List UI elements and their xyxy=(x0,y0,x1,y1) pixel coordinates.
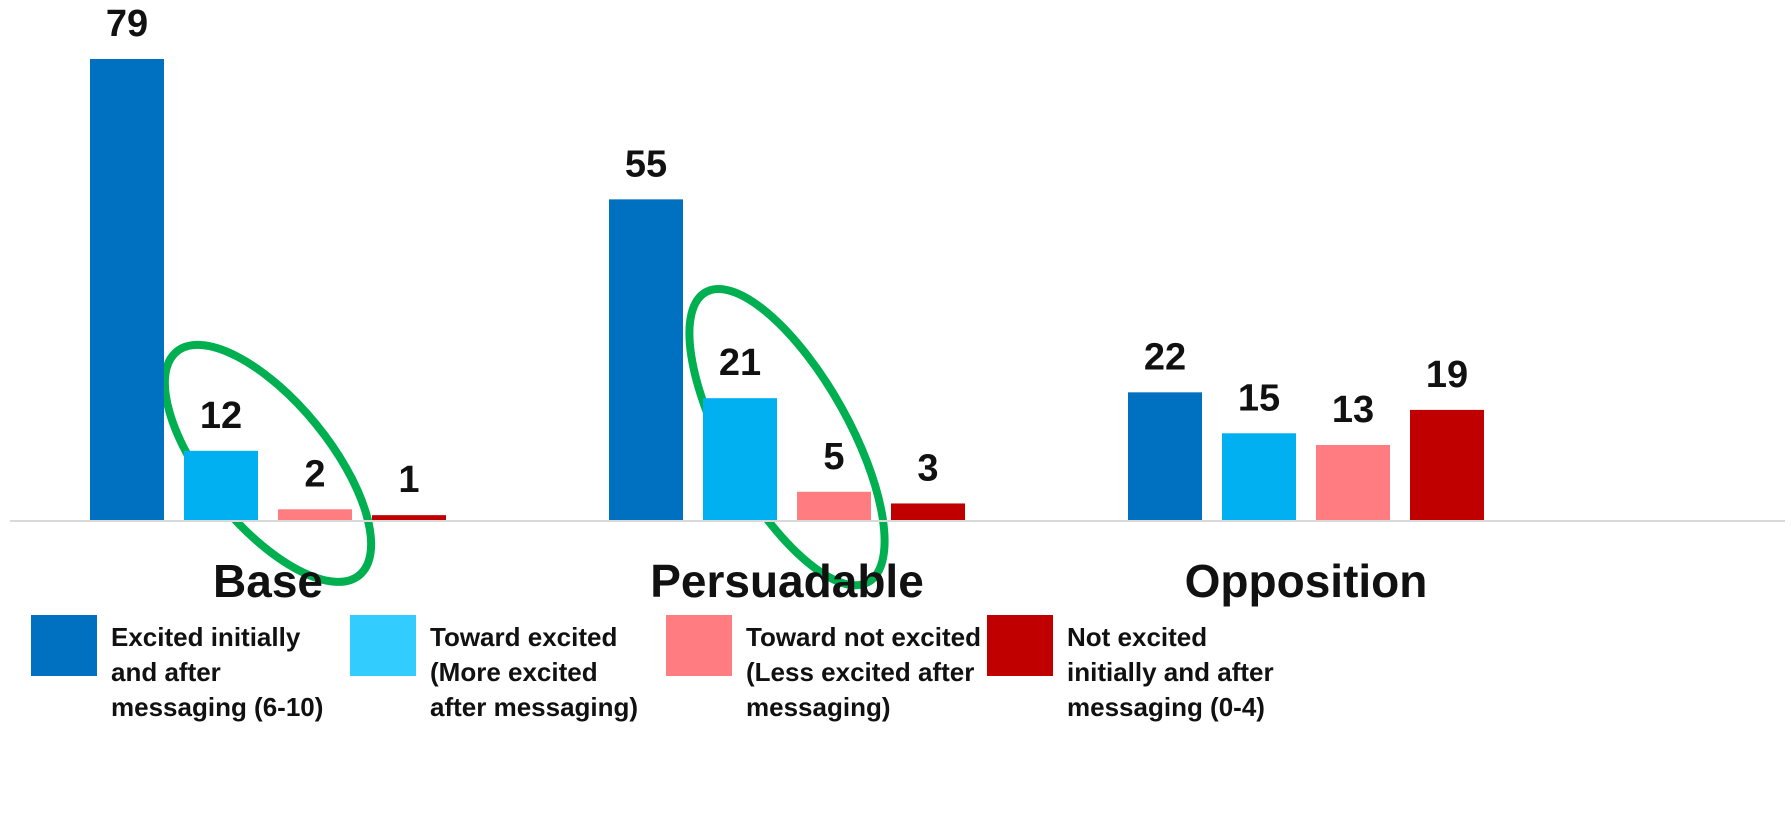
bar-persuadable-series-2 xyxy=(703,398,777,521)
legend-label-3: Toward not excited (Less excited after mes… xyxy=(746,622,981,722)
value-label-base-series-1: 79 xyxy=(106,3,148,45)
bar-opposition-series-3 xyxy=(1316,444,1390,521)
legend-item-2: Toward excited (More excited after messagi… xyxy=(350,615,638,722)
legend-label-2: Toward excited (More excited after messagi… xyxy=(430,622,638,722)
bar-opposition-series-4 xyxy=(1410,409,1484,521)
category-label-opposition: Opposition xyxy=(1185,555,1428,607)
legend: Excited initially and after messaging (6-1… xyxy=(31,615,1274,722)
category-label-base: Base xyxy=(213,555,323,607)
value-label-opposition-series-4: 19 xyxy=(1426,354,1468,396)
legend-swatch-1 xyxy=(31,615,97,676)
value-label-opposition-series-3: 13 xyxy=(1332,389,1374,431)
value-label-persuadable-series-2: 21 xyxy=(719,342,761,384)
value-label-base-series-3: 2 xyxy=(304,453,325,495)
bar-opposition-series-2 xyxy=(1222,433,1296,521)
bar-base-series-2 xyxy=(184,450,258,521)
bar-opposition-series-1 xyxy=(1128,392,1202,521)
bar-persuadable-series-3 xyxy=(797,491,871,521)
bar-base-series-3 xyxy=(278,509,352,521)
bar-persuadable-series-1 xyxy=(609,199,683,521)
legend-item-3: Toward not excited (Less excited after mes… xyxy=(666,615,981,722)
value-label-persuadable-series-1: 55 xyxy=(625,143,667,185)
bar-base-series-4 xyxy=(372,515,446,521)
legend-swatch-3 xyxy=(666,615,732,676)
value-label-persuadable-series-3: 5 xyxy=(823,436,844,478)
legend-swatch-2 xyxy=(350,615,416,676)
legend-item-1: Excited initially and after messaging (6-1… xyxy=(31,615,323,722)
value-label-persuadable-series-4: 3 xyxy=(917,447,938,489)
value-label-base-series-4: 1 xyxy=(398,459,419,501)
value-label-opposition-series-2: 15 xyxy=(1238,377,1280,419)
value-label-opposition-series-1: 22 xyxy=(1144,336,1186,378)
category-label-persuadable: Persuadable xyxy=(650,555,924,607)
legend-label-4: Not excited initially and after messaging … xyxy=(1067,622,1274,722)
category-labels-group: Base Persuadable Opposition xyxy=(213,555,1427,607)
legend-item-4: Not excited initially and after messaging … xyxy=(987,615,1274,722)
bar-persuadable-series-4 xyxy=(891,503,965,521)
legend-swatch-4 xyxy=(987,615,1053,676)
bar-base-series-1 xyxy=(90,59,164,521)
value-label-base-series-2: 12 xyxy=(200,395,242,437)
bars-group xyxy=(90,59,1484,521)
legend-label-1: Excited initially and after messaging (6-1… xyxy=(111,622,323,722)
